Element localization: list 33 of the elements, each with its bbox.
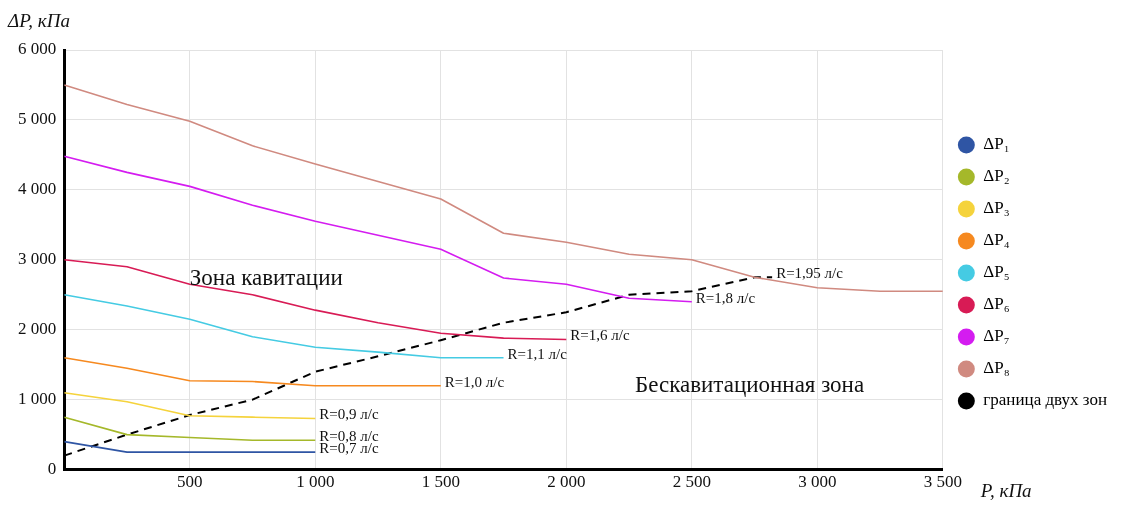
- legend-label: ΔP₂: [983, 166, 1010, 186]
- x-tick-label: 500: [177, 472, 203, 492]
- legend-label: ΔP₃: [983, 198, 1010, 218]
- x-tick-label: 1 000: [296, 472, 335, 492]
- legend-label: ΔP₄: [983, 230, 1010, 250]
- y-tick-label: 4 000: [18, 179, 57, 199]
- annotation: Зона кавитации: [189, 264, 343, 290]
- legend-label: ΔP₁: [983, 134, 1010, 154]
- y-tick-label: 0: [47, 459, 57, 479]
- annotation: R=1,0 л/с: [444, 373, 505, 390]
- y-tick-label: 6 000: [18, 39, 57, 59]
- x-tick-label: 1 500: [421, 472, 460, 492]
- y-tick-label: 2 000: [18, 319, 57, 339]
- legend-label: ΔP₆: [983, 294, 1010, 314]
- y-axis-title: ΔP, кПа: [7, 10, 70, 31]
- x-tick-label: 2 000: [547, 472, 586, 492]
- x-tick-label: 3 000: [798, 472, 837, 492]
- annotation: R=1,8 л/с: [695, 289, 756, 306]
- y-tick-label: 1 000: [18, 389, 57, 409]
- legend-label: ΔP₈: [983, 358, 1010, 378]
- legend-label: ΔP₅: [983, 262, 1010, 282]
- x-axis-title: P, кПа: [979, 479, 1032, 501]
- legend-label: граница двух зон: [983, 390, 1108, 410]
- y-tick-label: 5 000: [18, 109, 57, 129]
- legend-label: ΔP₇: [983, 326, 1010, 346]
- annotation: R=1,1 л/с: [507, 345, 568, 362]
- x-tick-label: 3 500: [923, 472, 962, 492]
- annotation: R=0,9 л/с: [319, 406, 379, 423]
- annotation: R=1,6 л/с: [570, 327, 630, 344]
- y-tick-label: 3 000: [18, 249, 57, 269]
- x-tick-label: 2 500: [672, 472, 711, 492]
- annotation: Бескавитационная зона: [634, 371, 865, 397]
- annotation: R=1,95 л/с: [776, 265, 844, 282]
